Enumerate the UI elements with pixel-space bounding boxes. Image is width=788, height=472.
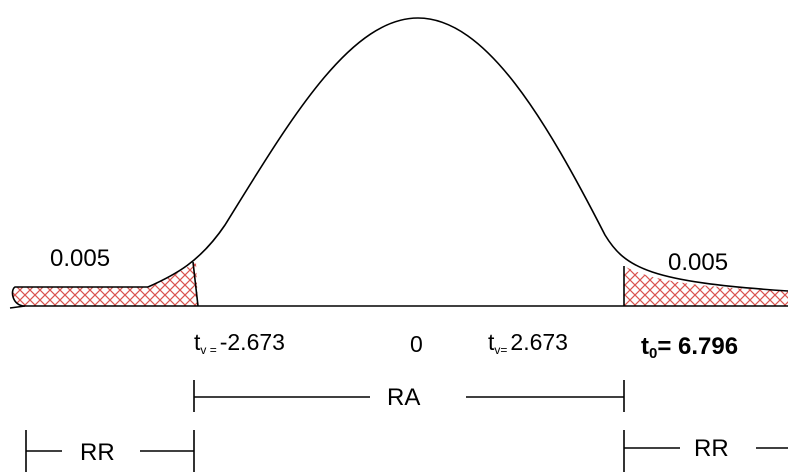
left-critical-value: -2.673 — [220, 329, 285, 355]
bell-curve — [147, 17, 788, 292]
observed-subscript: 0 — [649, 345, 657, 362]
right-tail-area-label: 0.005 — [668, 249, 728, 276]
rejection-right-label: RR — [694, 435, 729, 462]
left-critical-subscript: v = — [200, 343, 216, 357]
rejection-left-label: RR — [80, 439, 115, 466]
right-rejection-shade — [624, 266, 788, 306]
left-tail-outline — [11, 286, 148, 307]
right-critical-subscript: v= — [494, 343, 507, 357]
left-critical-label: tv = -2.673 — [194, 329, 285, 357]
right-critical-label: tv= 2.673 — [488, 329, 568, 357]
center-label: 0 — [410, 331, 423, 357]
observed-statistic-label: t0= 6.796 — [641, 333, 738, 362]
left-critical-line — [192, 261, 199, 307]
observed-value: = 6.796 — [657, 333, 738, 360]
left-rejection-shade — [12, 262, 198, 306]
right-critical-value: 2.673 — [510, 329, 568, 355]
baseline — [9, 305, 788, 309]
acceptance-region-label: RA — [387, 384, 420, 411]
left-tail-area-label: 0.005 — [50, 245, 110, 272]
